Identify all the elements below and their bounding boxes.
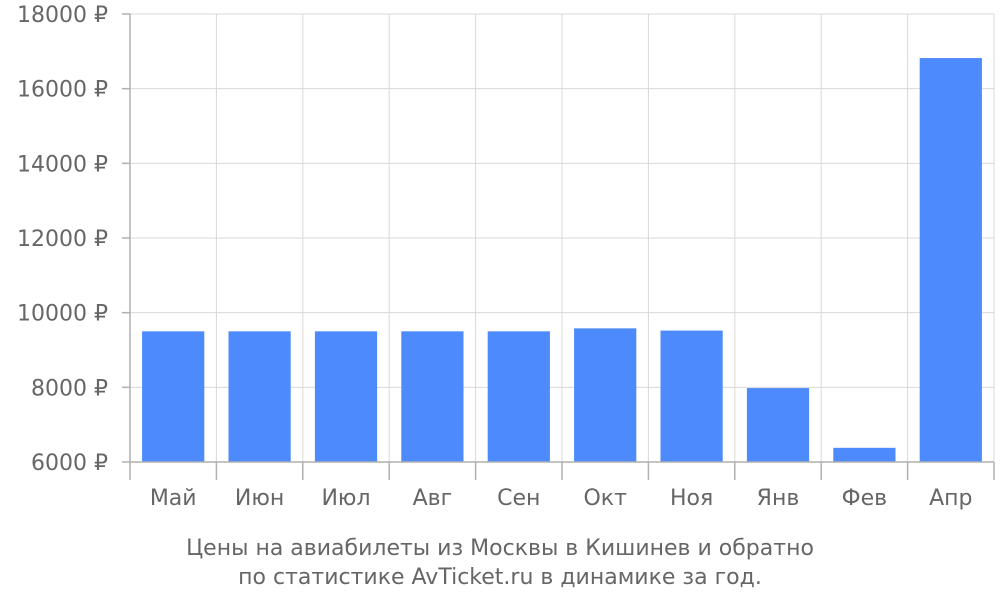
x-tick-label: Авг — [413, 486, 453, 511]
bar — [314, 331, 378, 462]
bar — [574, 328, 637, 462]
y-tick-label: 18000 ₽ — [17, 3, 108, 28]
bar — [833, 447, 896, 462]
bar — [919, 58, 982, 462]
y-tick-label: 10000 ₽ — [17, 302, 108, 327]
tick-labels: 6000 ₽ 8000 ₽ 10000 ₽ 12000 ₽ 14000 ₽ 16000 ₽… — [17, 3, 972, 511]
x-tick-label: Янв — [757, 486, 800, 511]
y-tick-label: 14000 ₽ — [17, 152, 108, 177]
x-tick-label: Май — [150, 486, 197, 511]
y-tick-label: 12000 ₽ — [17, 227, 108, 252]
x-tick-label: Окт — [583, 486, 627, 511]
bars — [142, 58, 982, 462]
x-tick-label: Июн — [235, 486, 284, 511]
bar — [228, 331, 291, 462]
y-tick-label: 8000 ₽ — [31, 376, 108, 401]
grid — [130, 13, 995, 463]
bar — [660, 330, 723, 462]
bar — [142, 331, 205, 462]
x-tick-label: Ноя — [670, 486, 713, 511]
bar — [401, 331, 464, 462]
y-tick-label: 16000 ₽ — [17, 78, 108, 103]
y-tick-label: 6000 ₽ — [31, 451, 108, 476]
x-tick-label: Сен — [497, 486, 540, 511]
bar — [487, 331, 550, 462]
chart-caption: Цены на авиабилеты из Москвы в Кишинев и… — [186, 536, 814, 590]
caption-line-1: Цены на авиабилеты из Москвы в Кишинев и… — [186, 536, 814, 561]
axes — [122, 13, 995, 480]
x-tick-label: Апр — [929, 486, 972, 511]
x-tick-label: Июл — [321, 486, 370, 511]
x-tick-label: Фев — [842, 486, 887, 511]
bar — [746, 388, 810, 462]
caption-line-2: по статистике AvTicket.ru в динамике за … — [238, 565, 762, 590]
